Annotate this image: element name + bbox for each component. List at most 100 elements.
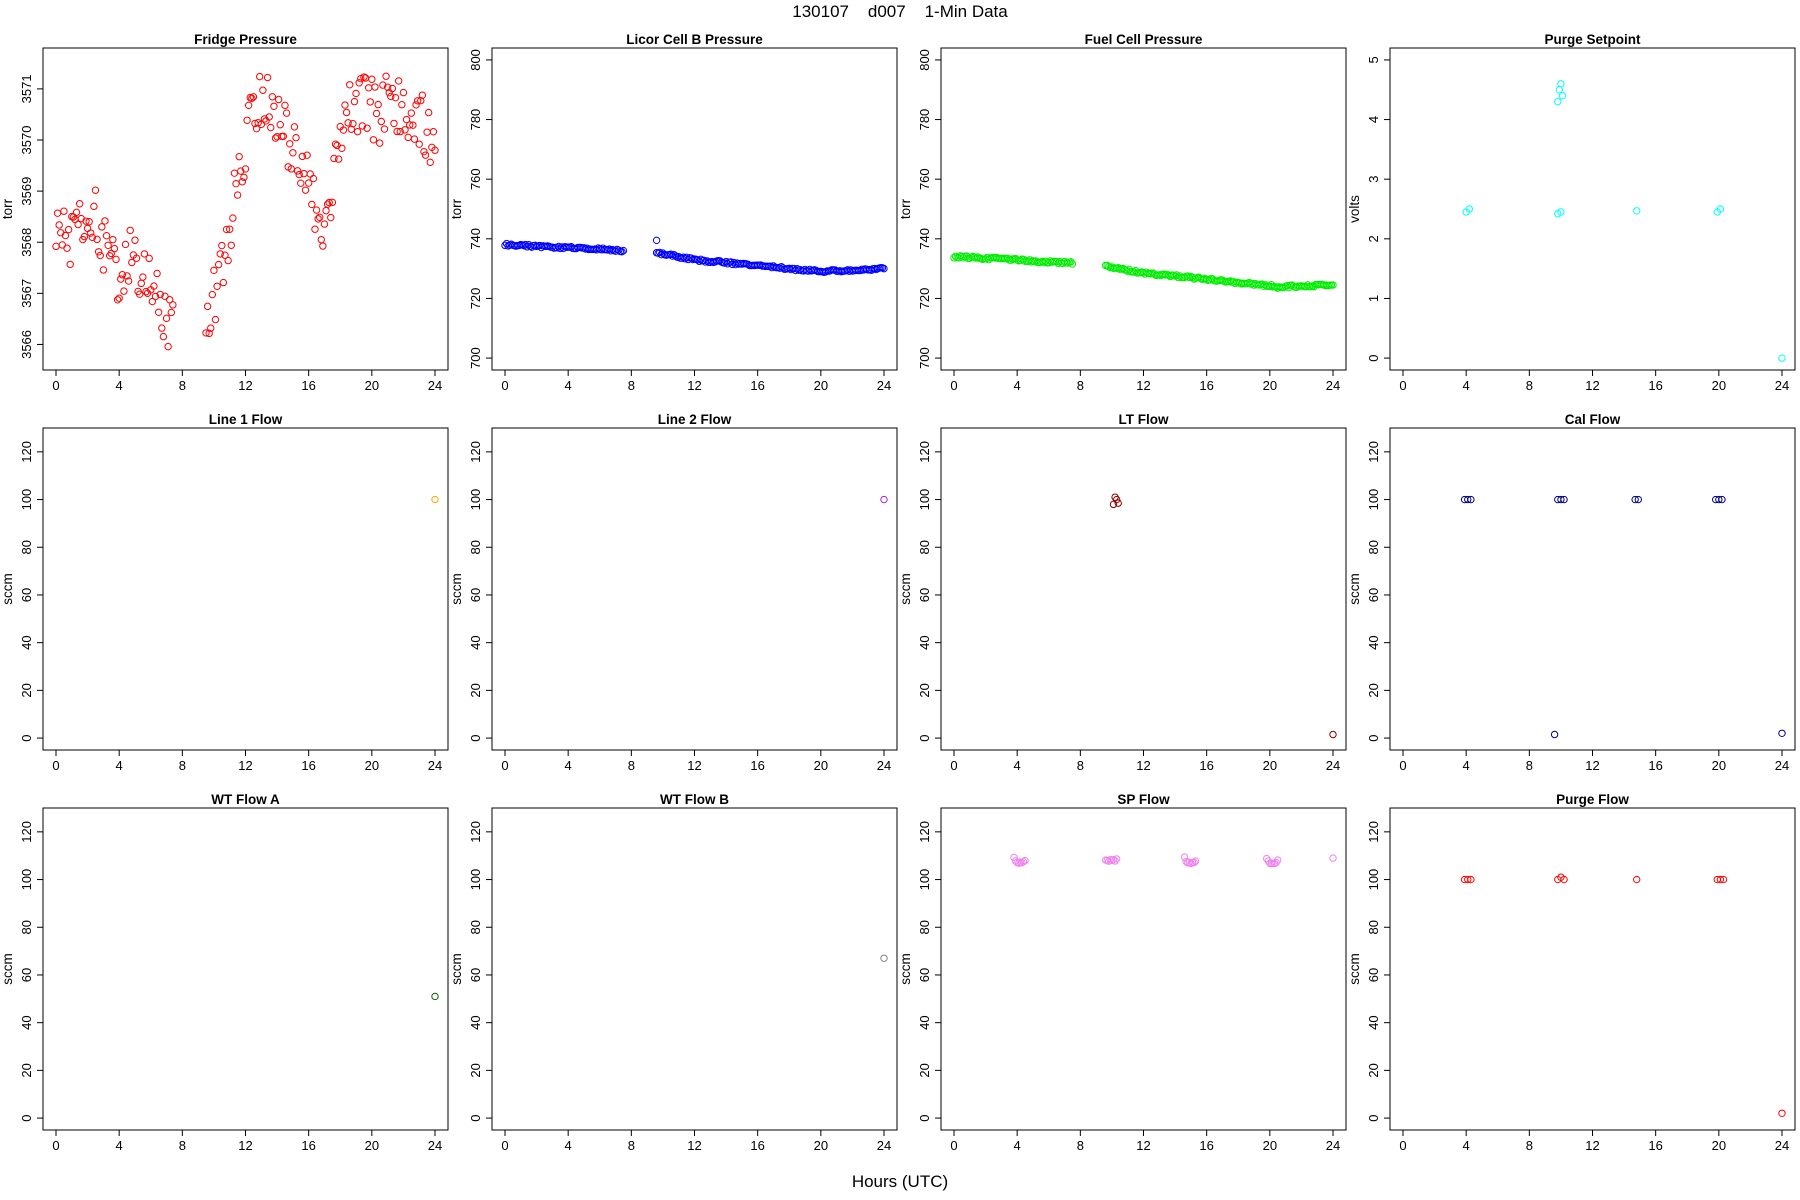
- chart-fridge-pressure-point: [235, 152, 243, 161]
- chart-fridge-pressure-point: [374, 100, 382, 109]
- chart-line-1-flow-point: [431, 495, 439, 504]
- chart-fridge-pressure-point: [227, 241, 235, 249]
- chart-line-2-flow-xtick-label: 20: [814, 758, 828, 773]
- chart-wt-flow-a-ytick-label: 120: [19, 821, 34, 843]
- chart-cal-flow-ytick-label: 0: [1366, 734, 1381, 741]
- chart-purge-flow-xtick-label: 16: [1648, 1138, 1662, 1153]
- chart-cal-flow-points: [1460, 495, 1786, 739]
- chart-purge-flow-outlier-point: [1633, 875, 1641, 884]
- chart-fridge-pressure-point: [124, 277, 133, 285]
- chart-fridge-pressure-ytick-label: 3567: [19, 279, 34, 308]
- chart-fridge-pressure-ytick-label: 3568: [19, 228, 34, 257]
- chart-fridge-pressure-point: [276, 120, 284, 129]
- chart-lt-flow-ytick-label: 60: [917, 588, 932, 602]
- chart-fridge-pressure-point: [350, 97, 359, 106]
- chart-fuel-cell-pressure-point: [1067, 258, 1075, 266]
- chart-wt-flow-a-xtick-label: 0: [52, 1138, 59, 1153]
- chart-fridge-pressure-point: [248, 94, 256, 103]
- chart-cal-flow-outlier-point: [1464, 495, 1472, 504]
- chart-fridge-pressure-point: [322, 206, 330, 215]
- chart-fuel-cell-pressure-point: [1064, 259, 1072, 267]
- chart-fridge-pressure-point: [159, 332, 168, 341]
- chart-fridge-pressure-point: [53, 209, 62, 217]
- chart-fridge-pressure-point: [153, 269, 161, 278]
- chart-licor-cell-b-pressure: Licor Cell B Pressure torr 0 4 8 12 16 20 24 700 7…: [449, 32, 898, 393]
- chart-fridge-pressure-point: [72, 208, 81, 217]
- chart-wt-flow-b-ytick-label: 20: [468, 1063, 483, 1077]
- chart-line-1-flow-xtick-label: 8: [179, 758, 186, 773]
- chart-line-2-flow-ytick-label: 0: [468, 734, 483, 741]
- chart-fridge-pressure-point: [388, 84, 397, 93]
- chart-fridge-pressure-point: [368, 75, 376, 83]
- chart-fridge-pressure-point: [323, 200, 332, 208]
- chart-fuel-cell-pressure-ytick-label: 800: [917, 49, 932, 71]
- chart-sp-flow-ytick-label: 120: [917, 821, 932, 843]
- chart-fridge-pressure-point: [399, 88, 408, 97]
- chart-licor-cell-b-pressure-xtick-label: 8: [628, 378, 635, 393]
- chart-wt-flow-b: WT Flow B sccm 0 4 8 12 16 20 24 0 20 40 60 80 100 120: [449, 792, 898, 1153]
- chart-fridge-pressure-point: [396, 127, 404, 136]
- chart-fridge-pressure-point: [342, 108, 351, 117]
- chart-fuel-cell-pressure-points: [950, 252, 1337, 292]
- chart-fridge-pressure-point: [210, 266, 218, 275]
- chart-fridge-pressure-point: [316, 213, 324, 221]
- chart-fuel-cell-pressure-ytick-label: 780: [917, 109, 932, 131]
- chart-wt-flow-a-ytick-label: 100: [19, 869, 34, 891]
- chart-fridge-pressure-point: [120, 287, 128, 295]
- chart-fridge-pressure-point: [409, 121, 417, 129]
- chart-lt-flow-xtick-label: 4: [1014, 758, 1021, 773]
- chart-purge-flow-xtick-label: 0: [1399, 1138, 1406, 1153]
- chart-fridge-pressure-point: [131, 236, 139, 244]
- chart-fridge-pressure-point: [417, 96, 425, 105]
- chart-fridge-pressure-point: [115, 294, 123, 302]
- chart-fridge-pressure-point: [104, 241, 112, 249]
- chart-fridge-pressure-point: [233, 191, 242, 199]
- chart-cal-flow-outlier-point: [1631, 495, 1639, 504]
- chart-fridge-pressure-point: [101, 217, 109, 225]
- chart-licor-cell-b-pressure-point: [793, 265, 801, 273]
- chart-fridge-pressure-points: [52, 72, 439, 351]
- chart-purge-setpoint-outlier-point: [1716, 205, 1725, 213]
- chart-line-2-flow-xtick-label: 16: [750, 758, 764, 773]
- chart-fridge-pressure-point: [214, 260, 223, 269]
- chart-purge-setpoint-outlier-point: [1554, 97, 1562, 106]
- chart-fridge-pressure-point: [410, 135, 419, 143]
- chart-purge-flow-outlier-point: [1719, 875, 1728, 884]
- chart-lt-flow-xtick-label: 24: [1326, 758, 1340, 773]
- chart-lt-flow-outlier-point: [1112, 495, 1121, 504]
- chart-wt-flow-b-point: [880, 954, 888, 962]
- chart-cal-flow-ytick-label: 60: [1366, 588, 1381, 602]
- chart-purge-setpoint-xtick-label: 20: [1712, 378, 1726, 393]
- chart-fridge-pressure-point: [80, 232, 89, 241]
- chart-line-2-flow-ytick-label: 80: [468, 540, 483, 554]
- chart-wt-flow-a-xtick-label: 24: [428, 1138, 442, 1153]
- chart-fridge-pressure-point: [90, 202, 98, 211]
- chart-cal-flow-outlier-point: [1715, 495, 1723, 504]
- chart-fuel-cell-pressure-ylabel: torr: [898, 198, 913, 219]
- chart-purge-setpoint-ytick-label: 1: [1366, 295, 1381, 302]
- chart-fuel-cell-pressure-ytick-label: 760: [917, 168, 932, 190]
- chart-licor-cell-b-pressure-xtick-label: 20: [814, 378, 828, 393]
- chart-fridge-pressure-point: [265, 113, 273, 121]
- chart-sp-flow-ytick-label: 40: [917, 1015, 932, 1029]
- chart-fridge-pressure-point: [376, 139, 384, 147]
- chart-fridge-pressure-point: [308, 200, 316, 209]
- chart-cal-flow-outlier-point: [1560, 495, 1568, 504]
- chart-line-1-flow-xtick-label: 20: [365, 758, 379, 773]
- chart-purge-setpoint-xtick-label: 8: [1526, 378, 1533, 393]
- chart-line-2-flow-ytick-label: 40: [468, 635, 483, 649]
- chart-fridge-pressure-point: [295, 170, 303, 179]
- chart-fridge-pressure-point: [297, 179, 305, 187]
- chart-licor-cell-b-pressure-frame: [491, 47, 898, 371]
- chart-fridge-pressure-point: [205, 329, 213, 338]
- chart-wt-flow-b-xtick-label: 0: [501, 1138, 508, 1153]
- chart-purge-setpoint-ytick-label: 5: [1366, 56, 1381, 63]
- chart-fridge-pressure-point: [249, 93, 258, 101]
- chart-fridge-pressure-point: [311, 225, 319, 233]
- chart-lt-flow-ytick-label: 20: [917, 683, 932, 697]
- chart-fridge-pressure-point: [282, 109, 291, 117]
- chart-purge-flow-ytick-label: 80: [1366, 920, 1381, 934]
- chart-sp-flow-points: [1010, 853, 1337, 868]
- chart-sp-flow-point: [1180, 853, 1189, 861]
- chart-licor-cell-b-pressure-point: [605, 245, 613, 253]
